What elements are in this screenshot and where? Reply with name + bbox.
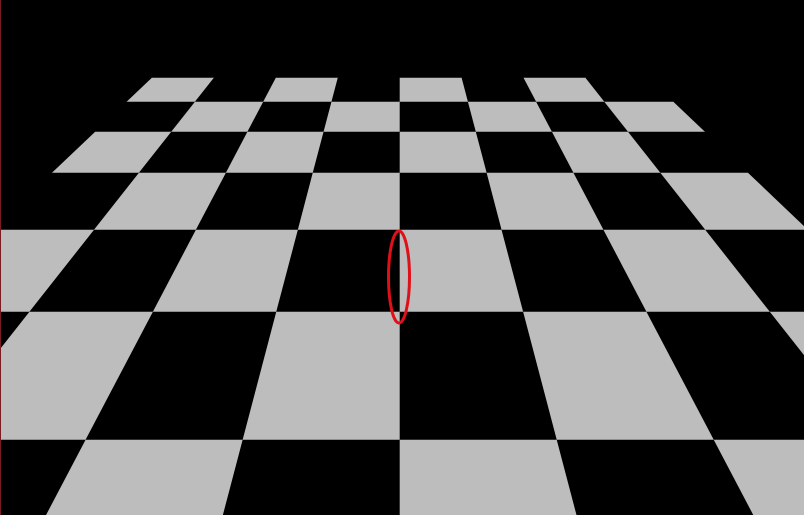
board-square [323,101,401,133]
highlight-ellipse [387,229,411,325]
board-square [399,101,477,133]
board-square [262,77,339,103]
board-square [0,439,87,515]
board-square [222,439,401,515]
board-square [660,172,804,231]
board-square [312,131,401,174]
board-square [399,77,469,103]
board-square [399,439,578,515]
board-square [461,77,538,103]
board-square [276,229,401,313]
board-square [46,439,244,515]
board-square [646,311,804,441]
board-square [713,439,804,515]
board-square [705,229,804,313]
board-square [297,172,401,231]
board-square [331,77,401,103]
board-square [556,439,754,515]
board-square [399,172,503,231]
checkerboard [0,77,804,515]
board-square [769,311,804,356]
board-square [399,131,488,174]
